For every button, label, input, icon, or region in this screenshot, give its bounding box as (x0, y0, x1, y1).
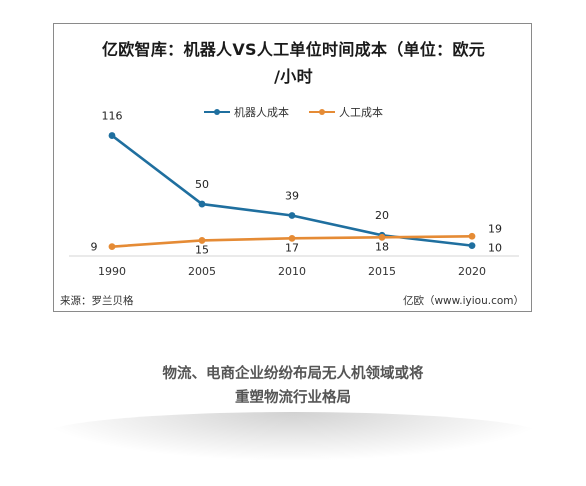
data-label: 10 (488, 242, 502, 255)
caption: 物流、电商企业纷纷布局无人机领域或将 重塑物流行业格局 (162, 366, 424, 406)
data-label: 39 (285, 190, 299, 203)
data-point (198, 237, 206, 244)
legend-item-labor: 人工成本 (309, 104, 383, 120)
legend-label-robot: 机器人成本 (234, 106, 289, 119)
data-point (198, 200, 206, 208)
data-point (288, 212, 296, 219)
data-label: 20 (375, 209, 389, 222)
x-tick-label: 2010 (278, 265, 306, 278)
decorative-shadow (40, 412, 546, 460)
x-tick-label: 2020 (458, 265, 486, 278)
data-point (108, 132, 116, 139)
data-point (108, 243, 116, 251)
data-label: 18 (375, 240, 389, 253)
data-point (468, 232, 476, 240)
data-point (378, 233, 386, 241)
legend-swatch-robot (204, 109, 230, 115)
x-tick-label: 2015 (368, 265, 396, 278)
data-label: 17 (285, 241, 299, 254)
x-tick-label: 2005 (188, 265, 216, 278)
chart-credit: 亿欧（www.iyiou.com） (402, 295, 524, 307)
legend-label-labor: 人工成本 (339, 106, 383, 119)
legend: 机器人成本 人工成本 (204, 104, 383, 120)
data-point (288, 234, 296, 242)
data-label: 15 (195, 243, 209, 256)
legend-swatch-labor (309, 109, 335, 115)
data-label: 116 (102, 110, 123, 123)
chart-title: 亿欧智库：机器人VS人工单位时间成本（单位：欧元 /小时 (101, 40, 486, 86)
data-point (468, 242, 476, 250)
chart-frame: 亿欧智库：机器人VS人工单位时间成本（单位：欧元 /小时 机器人成本 人工成本 … (53, 23, 532, 312)
chart-source: 来源：罗兰贝格 (60, 295, 134, 307)
data-label: 9 (91, 241, 98, 254)
x-tick-label: 1990 (98, 265, 126, 278)
legend-item-robot: 机器人成本 (204, 104, 289, 120)
data-label: 19 (488, 222, 502, 235)
data-label: 50 (195, 178, 209, 191)
